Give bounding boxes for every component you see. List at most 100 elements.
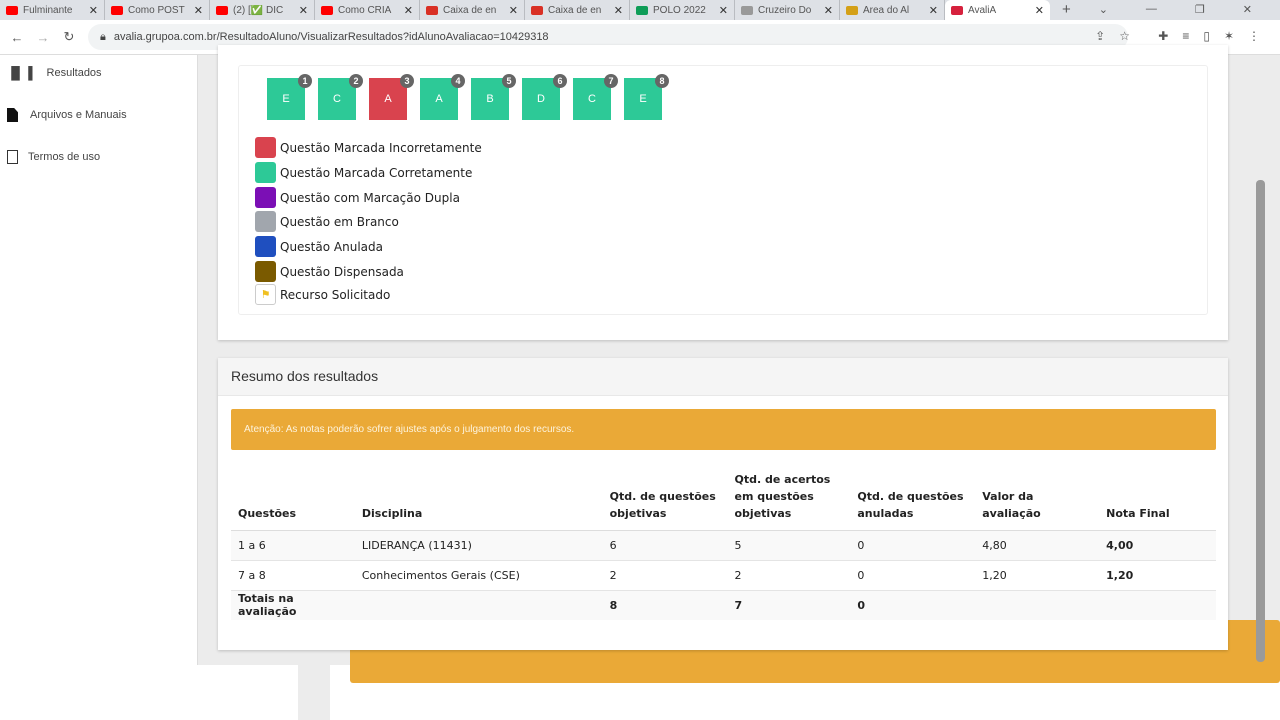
tab-title: Fulminante (23, 4, 73, 16)
table-cell: 7 (727, 589, 851, 620)
answer-letter: E (282, 93, 290, 105)
legend-item: Questão Marcada Incorretamente (255, 137, 482, 158)
legend-label: Questão em Branco (280, 214, 399, 229)
table-cell (354, 589, 603, 620)
table-cell: 8 (602, 589, 728, 620)
column-header: Qtd. de questões anuladas (850, 470, 976, 531)
new-tab-button[interactable]: + (1062, 1, 1071, 18)
tab-strip: Fulminante ✕ Como POST ✕ (2) [✅ DIC ✕ Como CRI… (0, 0, 1280, 20)
browser-tab[interactable]: Como CRIA ✕ (315, 0, 420, 20)
table-cell: 4,80 (975, 529, 1100, 560)
browser-tab[interactable]: AvaliA ✕ (945, 0, 1050, 20)
question-number-badge: 8 (655, 74, 669, 88)
answer-letter: D (537, 93, 545, 105)
close-tab-icon[interactable]: ✕ (298, 4, 308, 17)
youtube-icon (216, 5, 228, 15)
table-cell (1099, 589, 1216, 620)
browser-tab[interactable]: Area do Al ✕ (840, 0, 945, 20)
question-number-badge: 3 (400, 74, 414, 88)
legend-swatch (255, 211, 276, 232)
table-cell (975, 589, 1100, 620)
sidebar-item-termos[interactable]: Termos de uso (7, 150, 100, 164)
table-cell: 1,20 (975, 559, 1100, 590)
tab-search-icon[interactable]: ⌄ (1098, 4, 1108, 16)
close-tab-icon[interactable]: ✕ (403, 4, 413, 17)
legend-swatch (255, 236, 276, 257)
close-tab-icon[interactable]: ✕ (193, 4, 203, 17)
question-number-badge: 5 (502, 74, 516, 88)
footer-left (0, 665, 298, 720)
tab-title: AvaliA (968, 4, 997, 16)
sidebar-item-arquivos[interactable]: Arquivos e Manuais (7, 108, 127, 122)
youtube-icon (111, 5, 123, 15)
legend-label: Questão Marcada Corretamente (280, 165, 473, 180)
column-header: Nota Final (1099, 470, 1216, 531)
window-controls: ⌄ — ❐ ✕ (1071, 0, 1280, 19)
table-cell: 0 (850, 589, 976, 620)
minimize-button[interactable]: — (1145, 3, 1157, 15)
answer-letter: C (588, 93, 596, 105)
legend-item: Questão em Branco (255, 211, 399, 232)
side-panel-icon[interactable]: ▯ (1203, 29, 1210, 43)
column-header: Disciplina (354, 470, 603, 531)
reload-button[interactable]: ↻ (63, 29, 75, 44)
tab-title: Caixa de en (548, 4, 602, 16)
gmail-icon (426, 5, 438, 15)
file-icon (7, 108, 18, 122)
back-button[interactable]: ← (10, 29, 24, 45)
bookmark-star-icon[interactable]: ☆ (1119, 29, 1130, 43)
sidebar-item-label: Arquivos e Manuais (30, 109, 127, 121)
legend-item: ⚑ Recurso Solicitado (255, 284, 390, 305)
close-tab-icon[interactable]: ✕ (88, 4, 98, 17)
browser-tab[interactable]: POLO 2022 ✕ (630, 0, 735, 20)
reading-list-icon[interactable]: ≡ (1182, 29, 1190, 43)
forward-button[interactable]: → (36, 29, 50, 45)
extensions-icon[interactable]: ✚ (1158, 29, 1169, 43)
browser-tab[interactable]: Caixa de en ✕ (525, 0, 630, 20)
star-icon (846, 5, 858, 15)
browser-tab[interactable]: Fulminante ✕ (0, 0, 105, 20)
browser-tab[interactable]: Cruzeiro Do ✕ (735, 0, 840, 20)
table-cell: 1 a 6 (231, 529, 355, 560)
share-icon[interactable]: ⇪ (1095, 29, 1106, 43)
tab-title: Caixa de en (443, 4, 497, 16)
scrollbar-thumb[interactable] (1256, 180, 1265, 662)
gmail-icon (531, 5, 543, 15)
tab-title: Cruzeiro Do (758, 4, 812, 16)
close-tab-icon[interactable]: ✕ (508, 4, 518, 17)
browser-tab[interactable]: Como POST ✕ (105, 0, 210, 20)
restore-button[interactable]: ❐ (1194, 4, 1205, 16)
menu-icon[interactable]: ⋮ (1248, 29, 1260, 43)
column-header: Valor da avaliação (975, 470, 1100, 531)
profile-icon[interactable]: ✶ (1223, 29, 1234, 43)
close-tab-icon[interactable]: ✕ (1034, 4, 1044, 17)
close-window-button[interactable]: ✕ (1242, 4, 1252, 16)
table-row: Totais na avaliação 8 7 0 (231, 589, 1216, 620)
close-tab-icon[interactable]: ✕ (613, 4, 623, 17)
close-tab-icon[interactable]: ✕ (928, 4, 938, 17)
browser-tab[interactable]: Caixa de en ✕ (420, 0, 525, 20)
legend-swatch (255, 162, 276, 183)
legend-item: Questão com Marcação Dupla (255, 187, 460, 208)
browser-tab[interactable]: (2) [✅ DIC ✕ (210, 0, 315, 20)
legend-item: Questão Anulada (255, 236, 383, 257)
table-cell: 1,20 (1099, 559, 1216, 590)
close-tab-icon[interactable]: ✕ (823, 4, 833, 17)
table-cell: 4,00 (1099, 529, 1216, 560)
close-tab-icon[interactable]: ✕ (718, 4, 728, 17)
legend-item: Questão Dispensada (255, 261, 404, 282)
table-cell: 2 (727, 559, 851, 590)
sidebar-item-resultados[interactable]: ▐▌▐ Resultados (7, 66, 102, 80)
table-cell: LIDERANÇA (11431) (354, 529, 603, 560)
legend-swatch (255, 187, 276, 208)
table-cell: 7 a 8 (231, 559, 355, 590)
question-number-badge: 7 (604, 74, 618, 88)
